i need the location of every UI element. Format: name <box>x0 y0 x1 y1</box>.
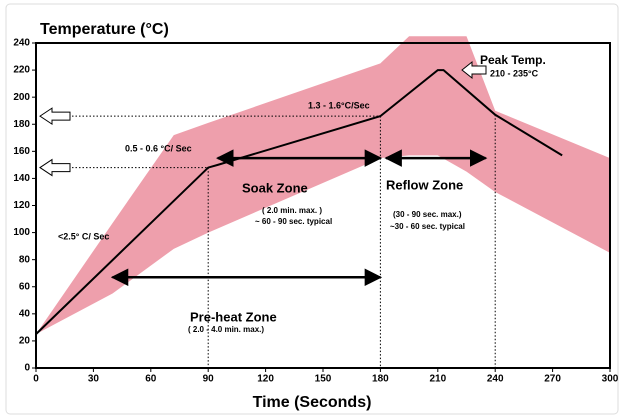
x-tick-label: 270 <box>544 374 561 385</box>
profile-line <box>35 69 563 335</box>
annotation: <2.5° C/ Sec <box>58 231 109 241</box>
y-tick-label: 80 <box>19 254 31 265</box>
x-tick-label: 180 <box>372 374 389 385</box>
x-tick-label: 210 <box>429 374 446 385</box>
y-tick-label: 0 <box>24 363 30 374</box>
annotation: Pre-heat Zone <box>190 309 277 324</box>
annotation: Peak Temp. <box>480 53 546 67</box>
y-tick-label: 60 <box>19 281 31 292</box>
annotation: ( 2.0 - 4.0 min. max.) <box>188 325 264 334</box>
annotation: Soak Zone <box>242 180 308 195</box>
x-tick-label: 60 <box>145 374 157 385</box>
annotation: Reflow Zone <box>386 177 463 192</box>
y-tick-label: 40 <box>19 308 31 319</box>
x-tick-label: 300 <box>602 374 619 385</box>
annotation: ( 2.0 min. max. ) <box>262 206 322 215</box>
x-tick-label: 0 <box>33 374 39 385</box>
x-tick-label: 240 <box>487 374 504 385</box>
x-tick-label: 150 <box>315 374 332 385</box>
hollow-arrow <box>39 107 71 126</box>
x-tick-label: 120 <box>257 374 274 385</box>
y-tick-label: 160 <box>13 146 30 157</box>
hollow-arrow <box>39 158 71 177</box>
y-axis-title: Temperature (°C) <box>40 21 169 38</box>
y-tick-label: 200 <box>13 92 30 103</box>
peak-arrow <box>461 60 487 80</box>
y-tick-label: 240 <box>13 38 30 49</box>
annotation: 0.5 - 0.6 °C/ Sec <box>125 143 192 153</box>
annotation: 210 - 235°C <box>490 68 539 78</box>
x-tick-label: 30 <box>88 374 100 385</box>
y-tick-label: 140 <box>13 173 30 184</box>
y-tick-label: 100 <box>13 227 30 238</box>
annotation: ~ 60 - 90 sec. typical <box>255 217 332 226</box>
y-tick-label: 220 <box>13 65 30 76</box>
x-axis-title: Time (Seconds) <box>253 394 372 411</box>
y-tick-label: 120 <box>13 200 30 211</box>
y-tick-label: 20 <box>19 336 31 347</box>
x-tick-label: 90 <box>203 374 215 385</box>
tolerance-band <box>36 36 610 335</box>
y-tick-label: 180 <box>13 119 30 130</box>
annotation: (30 - 90 sec. max.) <box>393 210 462 219</box>
annotation: 1.3 - 1.6°C/Sec <box>308 100 370 110</box>
annotation: ~30 - 60 sec. typical <box>390 222 465 231</box>
